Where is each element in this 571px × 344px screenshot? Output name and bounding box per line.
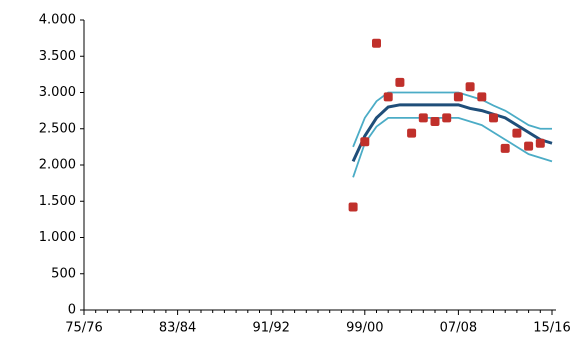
x-tick-label: 15/16 (533, 321, 570, 336)
data-point (407, 128, 417, 138)
y-tick-label: 0 (68, 303, 76, 318)
y-tick-label: 3.500 (39, 49, 76, 64)
x-tick-label: 83/84 (159, 321, 196, 336)
data-point (383, 92, 393, 102)
data-point (360, 137, 370, 147)
data-point (465, 82, 475, 92)
data-point (453, 92, 463, 102)
data-point (348, 202, 358, 212)
y-tick-label: 4.000 (39, 13, 76, 28)
data-point (430, 117, 440, 126)
y-tick-label: 3.000 (39, 85, 76, 100)
data-point (442, 113, 452, 123)
x-tick-label: 99/00 (346, 321, 383, 336)
trend-line (351, 103, 553, 163)
data-point (500, 143, 510, 153)
confidence-band (352, 91, 552, 148)
y-tick-label: 1.500 (39, 194, 76, 209)
x-tick-label: 91/92 (252, 321, 289, 336)
y-tick-label: 500 (51, 266, 76, 281)
data-point (395, 77, 405, 87)
x-tick-label: 75/76 (65, 321, 102, 336)
data-point (535, 138, 545, 148)
y-tick-label: 2.000 (39, 158, 76, 173)
data-point (372, 38, 381, 48)
x-tick-label: 07/08 (440, 321, 477, 336)
y-tick-label: 2.500 (39, 121, 76, 136)
data-point (477, 92, 487, 102)
data-point (512, 128, 522, 138)
data-point (489, 113, 498, 123)
data-point (418, 113, 428, 123)
y-tick-label: 1.000 (39, 230, 76, 245)
data-point (524, 141, 534, 151)
confidence-band (352, 116, 553, 178)
